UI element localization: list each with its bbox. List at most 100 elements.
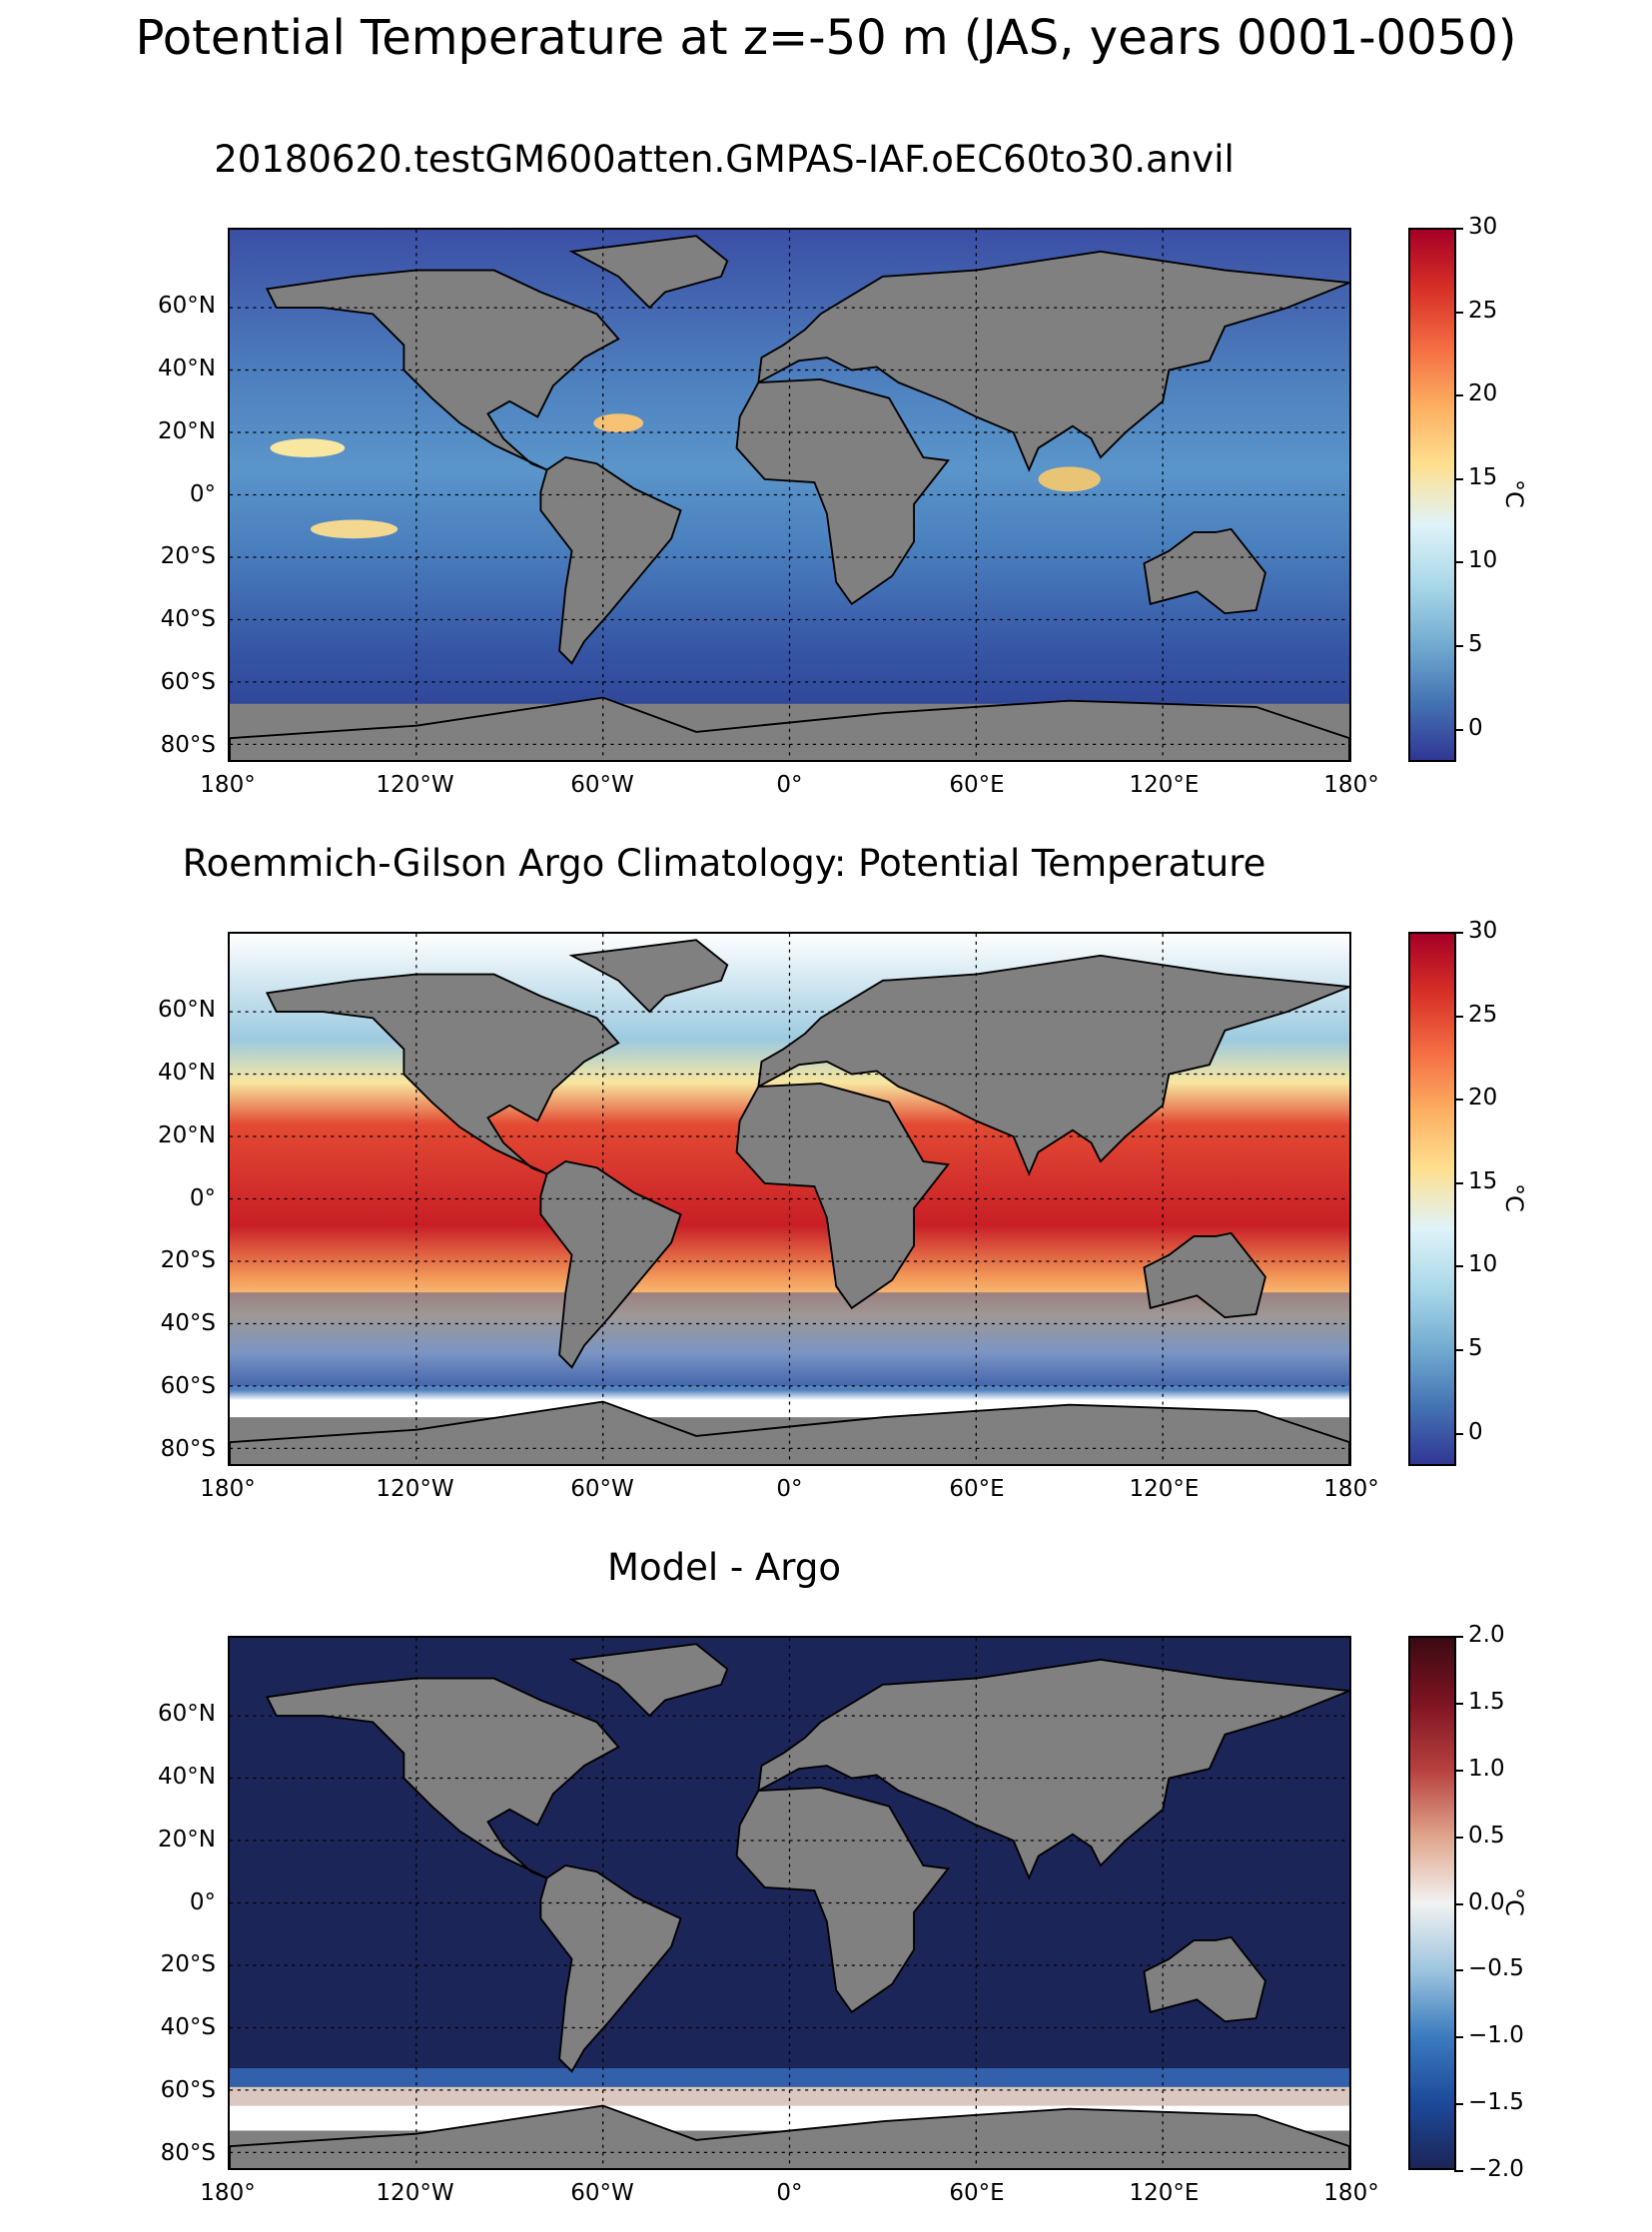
- graticule: [230, 934, 1349, 1464]
- colorbar-tick: [1454, 1702, 1463, 1705]
- lat-tick-label: 40°N: [158, 1763, 216, 1790]
- lat-tick-label: 60°S: [160, 1373, 216, 1400]
- landmass-4: [1143, 1935, 1266, 2023]
- colorbar-tick-label: −1.0: [1468, 2022, 1524, 2049]
- colorbar-tick: [1454, 2170, 1463, 2172]
- lon-tick-label: 60°E: [949, 1476, 1005, 1502]
- map-diff: [228, 1636, 1351, 2170]
- colorbar-unit-label: °C: [1500, 1886, 1528, 1916]
- lon-tick-label: 180°: [1323, 1476, 1379, 1502]
- landmass-5: [568, 235, 729, 310]
- colorbar-tick: [1454, 394, 1463, 397]
- colorbar-tick-label: 25: [1468, 297, 1498, 324]
- colorbar-tick: [1454, 1969, 1463, 1972]
- lat-tick-label: 60°N: [158, 996, 216, 1023]
- lat-tick-label: 60°S: [160, 2077, 216, 2104]
- lat-tick-label: 80°S: [160, 2140, 216, 2167]
- lat-tick-label: 20°S: [160, 543, 216, 570]
- colorbar-tick-label: 15: [1468, 1167, 1498, 1194]
- figure-title: Potential Temperature at z=-50 m (JAS, y…: [135, 10, 1517, 66]
- lat-tick-label: 40°N: [158, 1059, 216, 1086]
- colorbar-tick: [1454, 1636, 1463, 1638]
- colorbar-tick-label: 30: [1468, 918, 1498, 944]
- landmass-4: [1143, 527, 1266, 615]
- lon-tick-label: 60°W: [570, 2180, 634, 2206]
- colorbar-tick: [1454, 728, 1463, 731]
- colorbar-tick-label: 1.0: [1468, 1755, 1505, 1782]
- colorbar-tick-label: 5: [1468, 630, 1483, 657]
- landmass-3: [757, 1658, 1349, 1880]
- lon-tick-label: 180°: [1323, 772, 1379, 798]
- panel-title-model: 20180620.testGM600atten.GMPAS-IAF.oEC60t…: [214, 138, 1235, 181]
- colorbar-tick: [1454, 1099, 1463, 1102]
- lat-tick-label: 20°N: [158, 1826, 216, 1853]
- colorbar-tick-label: 0.0: [1468, 1888, 1505, 1915]
- colorbar-tick-label: 20: [1468, 1085, 1498, 1112]
- lon-tick-label: 180°: [200, 2180, 256, 2206]
- lat-tick-label: 20°N: [158, 1121, 216, 1148]
- landmass-3: [757, 954, 1349, 1176]
- landmass-1: [539, 456, 682, 665]
- lon-tick-label: 0°: [776, 1476, 803, 1502]
- colorbar-unit-label: °C: [1500, 1182, 1528, 1212]
- map-model-svg: [230, 230, 1349, 760]
- lon-tick-label: 60°W: [570, 1476, 634, 1502]
- colorbar-tick: [1454, 1348, 1463, 1351]
- colorbar-tick-label: 20: [1468, 380, 1498, 407]
- lon-tick-label: 180°: [1323, 2180, 1379, 2206]
- lat-tick-label: 60°N: [158, 1700, 216, 1727]
- landmass-1: [539, 1864, 682, 2073]
- landmass-2: [735, 1082, 951, 1310]
- lat-tick-label: 20°N: [158, 417, 216, 444]
- colorbar-tick: [1454, 561, 1463, 564]
- lat-tick-label: 60°N: [158, 292, 216, 319]
- colorbar-tick-label: −1.5: [1468, 2089, 1524, 2116]
- lat-tick-label: 80°S: [160, 732, 216, 759]
- colorbar-tick: [1454, 2103, 1463, 2106]
- colorbar-tick-label: −2.0: [1468, 2156, 1524, 2182]
- colorbar-tick: [1454, 1181, 1463, 1184]
- colorbar-tick-label: 1.5: [1468, 1688, 1505, 1715]
- colorbar-tick-label: 2.0: [1468, 1622, 1505, 1648]
- colorbar-tick: [1454, 228, 1463, 230]
- colorbar-tick: [1454, 1432, 1463, 1435]
- colorbar-tick: [1454, 477, 1463, 480]
- colorbar-diff: [1408, 1636, 1456, 2170]
- lon-tick-label: 120°E: [1129, 2180, 1200, 2206]
- lat-tick-label: 60°S: [160, 669, 216, 696]
- colorbar-tick-label: −0.5: [1468, 1955, 1524, 1982]
- colorbar-tick-label: 0.5: [1468, 1822, 1505, 1849]
- colorbar-unit-label: °C: [1500, 478, 1528, 508]
- landmass-1: [539, 1160, 682, 1369]
- lon-tick-label: 120°W: [376, 2180, 454, 2206]
- lat-tick-label: 40°S: [160, 1310, 216, 1337]
- map-diff-svg: [230, 1638, 1349, 2168]
- landmass-4: [1143, 1231, 1266, 1319]
- lat-tick-label: 0°: [189, 1184, 216, 1211]
- lon-tick-label: 60°E: [949, 2180, 1005, 2206]
- colorbar-tick: [1454, 1836, 1463, 1839]
- lon-tick-label: 120°E: [1129, 1476, 1200, 1502]
- colorbar-tick-label: 10: [1468, 547, 1498, 574]
- map-argo: [228, 932, 1351, 1466]
- lat-tick-label: 80°S: [160, 1436, 216, 1463]
- colorbar-tick-label: 10: [1468, 1251, 1498, 1278]
- colorbar-tick: [1454, 932, 1463, 934]
- landmass-5: [568, 1643, 729, 1718]
- colorbar-tick-label: 5: [1468, 1334, 1483, 1361]
- lat-tick-label: 40°S: [160, 2014, 216, 2041]
- colorbar-tick: [1454, 1015, 1463, 1018]
- graticule: [230, 1638, 1349, 2168]
- lon-tick-label: 120°W: [376, 772, 454, 798]
- colorbar-tick: [1454, 311, 1463, 314]
- colorbar-tick-label: 0: [1468, 714, 1483, 741]
- lon-tick-label: 180°: [200, 772, 256, 798]
- lat-tick-label: 20°S: [160, 1247, 216, 1274]
- lat-tick-label: 0°: [189, 1888, 216, 1915]
- colorbar-model: [1408, 228, 1456, 762]
- colorbar-tick-label: 0: [1468, 1418, 1483, 1445]
- landmass-2: [735, 377, 951, 606]
- colorbar-tick: [1454, 1902, 1463, 1905]
- lon-tick-label: 60°W: [570, 772, 634, 798]
- lon-tick-label: 120°W: [376, 1476, 454, 1502]
